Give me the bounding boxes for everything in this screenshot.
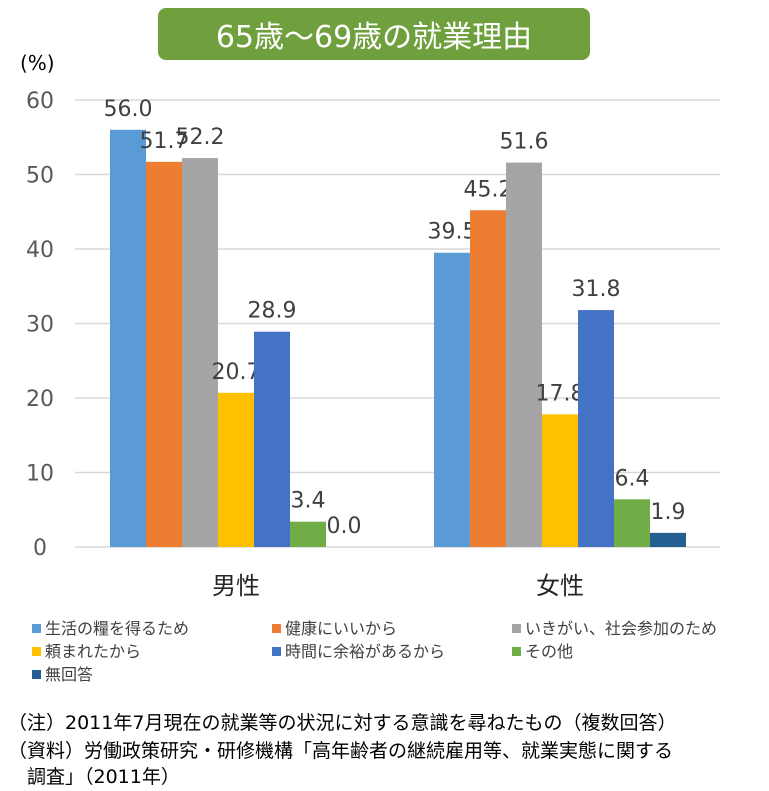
legend-label: 健康にいいから [285,619,397,638]
bar [578,310,614,547]
bar [218,392,254,547]
data-label: 0.0 [327,514,362,539]
legend-swatch [272,624,281,633]
bar-chart: 65歳～69歳の就業理由 (%) 0 10 20 30 40 50 60 56.0 51.752.2… [20,8,720,684]
y-tick-label: 60 [26,89,54,114]
data-label: 56.0 [104,97,153,122]
data-label: 1.9 [651,500,686,525]
y-tick-label: 50 [26,164,54,189]
bar [434,252,470,547]
legend-swatch [32,647,41,656]
bar [110,129,146,548]
legend-swatch [272,647,281,656]
legend-swatch [512,647,521,656]
legend-swatch [32,624,41,633]
data-label: 3.4 [291,489,326,514]
data-label: 45.2 [464,177,513,202]
data-label: 52.2 [176,125,225,150]
y-axis-label: (%) [20,51,55,75]
legend-label: その他 [525,642,573,661]
chart-title: 65歳～69歳の就業理由 [216,20,532,55]
y-tick-label: 0 [33,536,47,561]
data-label: 39.5 [428,220,477,245]
title-box [158,8,590,60]
y-tick-label: 40 [26,238,54,263]
source-text-continued: 調査」（2011年） [8,766,180,788]
bar [542,414,578,547]
legend-swatch [32,670,41,679]
note-text: （注）2011年7月現在の就業等の状況に対する意識を尋ねたもの（複数回答） [8,712,677,734]
data-label: 31.8 [572,277,621,302]
data-label: 51.7 [140,129,189,154]
legend-label: 生活の糧を得るため [45,619,189,638]
data-label: 28.9 [248,299,297,324]
source-text: （資料）労働政策研究・研修機構「高年齢者の継続雇用等、就業実態に関する [8,740,674,762]
y-tick-label: 30 [26,313,54,338]
bar [614,499,650,547]
legend-label: 時間に余裕があるから [285,642,445,661]
x-tick-label: 男性 [212,572,260,600]
data-label: 17.8 [536,381,585,406]
y-tick-label: 20 [26,387,54,412]
bar [470,210,506,547]
legend-swatch [512,624,521,633]
bar [290,521,326,547]
bar [254,331,290,547]
legend-label: 無回答 [45,665,93,684]
bar [182,158,218,548]
bar [506,162,542,547]
legend-label: いきがい、社会参加のため [525,619,717,638]
data-label: 6.4 [615,466,650,491]
y-tick-label: 10 [26,462,54,487]
bar [650,532,686,547]
data-label: 20.7 [212,360,261,385]
data-label: 51.6 [500,130,549,155]
x-tick-label: 女性 [536,572,584,600]
bar [146,161,182,547]
legend-label: 頼まれたから [45,642,141,661]
